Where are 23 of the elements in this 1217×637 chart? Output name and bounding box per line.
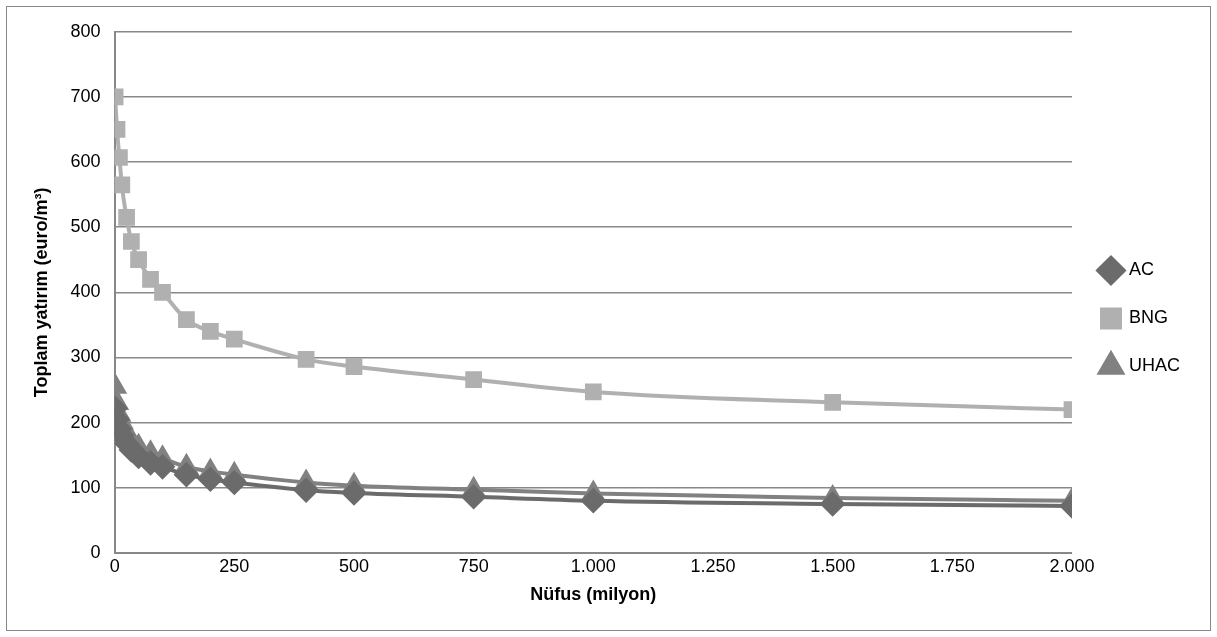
x-tick-label: 750 [458, 555, 489, 576]
x-tick-label: 500 [338, 555, 369, 576]
x-tick-label: 1.250 [690, 555, 736, 576]
x-tick-label: 1.500 [810, 555, 856, 576]
x-tick-label: 0 [109, 555, 120, 576]
y-axis-title: Toplam yatırım (euro/m³) [30, 187, 51, 398]
x-axis-title: Nüfus (milyon) [530, 584, 657, 605]
x-tick-label: 2.000 [1049, 555, 1095, 576]
legend-label: AC [1129, 259, 1155, 280]
y-tick-label: 600 [70, 151, 101, 172]
y-tick-label: 500 [70, 216, 101, 237]
legend-label: BNG [1129, 307, 1169, 328]
y-tick-label: 700 [70, 85, 101, 106]
y-tick-label: 0 [90, 541, 101, 562]
legend-label: UHAC [1129, 355, 1181, 376]
y-tick-label: 400 [70, 281, 101, 302]
y-tick-label: 300 [70, 346, 101, 367]
y-tick-label: 100 [70, 476, 101, 497]
x-tick-label: 250 [219, 555, 250, 576]
y-tick-label: 200 [70, 411, 101, 432]
y-tick-label: 800 [70, 20, 101, 41]
x-tick-label: 1.750 [929, 555, 975, 576]
x-tick-label: 1.000 [570, 555, 616, 576]
